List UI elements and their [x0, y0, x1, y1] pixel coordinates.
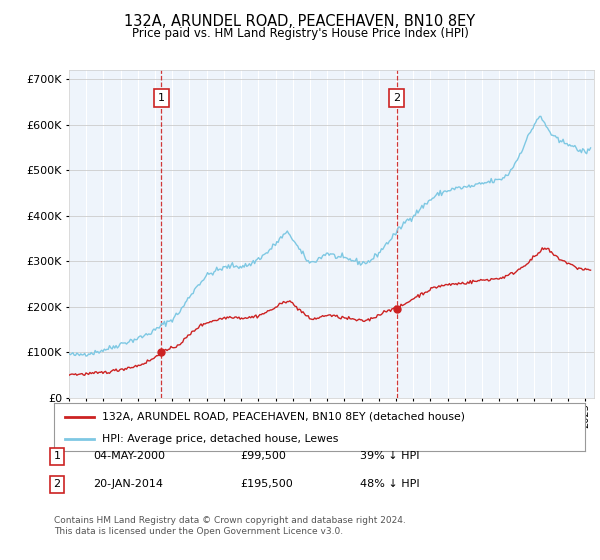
Text: £195,500: £195,500 [240, 479, 293, 489]
Text: 2: 2 [394, 93, 400, 103]
Text: HPI: Average price, detached house, Lewes: HPI: Average price, detached house, Lewe… [102, 434, 338, 444]
Text: 2: 2 [53, 479, 61, 489]
Text: 132A, ARUNDEL ROAD, PEACEHAVEN, BN10 8EY: 132A, ARUNDEL ROAD, PEACEHAVEN, BN10 8EY [124, 14, 476, 29]
Text: 1: 1 [158, 93, 165, 103]
Text: 1: 1 [53, 451, 61, 461]
Text: Price paid vs. HM Land Registry's House Price Index (HPI): Price paid vs. HM Land Registry's House … [131, 27, 469, 40]
Text: 39% ↓ HPI: 39% ↓ HPI [360, 451, 419, 461]
Text: 04-MAY-2000: 04-MAY-2000 [93, 451, 165, 461]
Text: 48% ↓ HPI: 48% ↓ HPI [360, 479, 419, 489]
Text: 132A, ARUNDEL ROAD, PEACEHAVEN, BN10 8EY (detached house): 132A, ARUNDEL ROAD, PEACEHAVEN, BN10 8EY… [102, 412, 465, 422]
Text: £99,500: £99,500 [240, 451, 286, 461]
Text: 20-JAN-2014: 20-JAN-2014 [93, 479, 163, 489]
Text: Contains HM Land Registry data © Crown copyright and database right 2024.
This d: Contains HM Land Registry data © Crown c… [54, 516, 406, 536]
